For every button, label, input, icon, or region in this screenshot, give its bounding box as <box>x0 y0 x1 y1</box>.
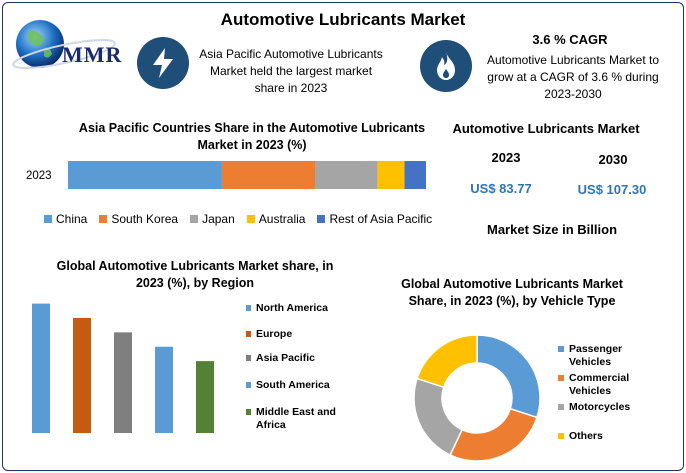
region-bar-europe <box>73 317 91 433</box>
legend-label: Passenger Vehicles <box>569 343 623 368</box>
vehicle-legend-item-commercial-vehicles: Commercial Vehicles <box>558 372 658 398</box>
asia-pacific-legend: China South Korea Japan Australia Rest of As… <box>44 212 432 226</box>
region-bar-asia-pacific <box>114 332 132 433</box>
legend-label: Asia Pacific <box>256 352 315 364</box>
legend-label: South America <box>256 379 330 391</box>
cagr-text: Automotive Lubricants Market to grow at … <box>486 53 660 101</box>
legend-label: Rest of Asia Pacific <box>329 212 433 226</box>
legend-swatch <box>99 215 108 223</box>
legend-label: Commercial Vehicles <box>569 372 630 397</box>
legend-label: China <box>56 212 88 226</box>
region-legend-item-asia-pacific: Asia Pacific <box>246 352 356 365</box>
region-legend-item-europe: Europe <box>246 328 356 341</box>
donut-slice-passenger-vehicles <box>476 334 541 419</box>
region-legend-item-middle-east-and-africa: Middle East and Africa <box>246 406 356 432</box>
legend-label: Middle East and Africa <box>256 406 336 431</box>
region-chart-title: Global Automotive Lubricants Market shar… <box>56 259 334 290</box>
donut-slice-commercial-vehicles <box>449 407 538 462</box>
lightning-icon <box>137 37 189 89</box>
legend-label: Australia <box>258 212 306 226</box>
vehicle-chart-title: Global Automotive Lubricants Market Shar… <box>401 277 623 308</box>
stacked-segment-south-korea <box>221 161 316 189</box>
legend-label: Motorcycles <box>569 401 631 413</box>
asia-pacific-stacked-bar-chart <box>68 161 426 189</box>
legend-item-china: China <box>44 212 87 226</box>
legend-swatch <box>190 215 199 223</box>
legend-label: North America <box>256 302 328 314</box>
legend-label: Europe <box>256 328 293 340</box>
legend-swatch <box>246 305 251 311</box>
legend-item-rest-of-asia-pacific: Rest of Asia Pacific <box>317 212 432 226</box>
legend-label: South Korea <box>111 212 179 226</box>
legend-label: Others <box>569 430 603 442</box>
vehicle-legend-item-motorcycles: Motorcycles <box>558 401 658 414</box>
market-value-2030: US$ 107.30 <box>577 182 647 197</box>
flame-icon <box>420 40 472 92</box>
market-size-caption: Market Size in Billion <box>486 222 618 237</box>
legend-swatch <box>246 409 251 415</box>
stacked-segment-japan <box>315 161 378 189</box>
vehicle-legend-item-passenger-vehicles: Passenger Vehicles <box>558 343 658 369</box>
region-bar-south-america <box>155 346 173 433</box>
stacked-segment-china <box>68 161 222 189</box>
legend-label: Japan <box>202 212 235 226</box>
donut-slice-motorcycles <box>413 377 464 457</box>
market-value-2023: US$ 83.77 <box>470 181 532 196</box>
region-bar-north-america <box>32 303 50 433</box>
region-bar-chart <box>32 303 214 433</box>
stacked-segment-rest-of-asia-pacific <box>404 161 426 189</box>
market-size-title: Automotive Lubricants Market <box>452 121 640 136</box>
legend-swatch <box>558 346 564 352</box>
asia-pacific-chart-title: Asia Pacific Countries Share in the Auto… <box>78 121 426 152</box>
legend-item-japan: Japan <box>190 212 235 226</box>
legend-swatch <box>558 433 564 439</box>
legend-swatch <box>317 215 326 223</box>
market-year-2030: 2030 <box>598 152 628 167</box>
donut-slice-others <box>416 334 478 389</box>
legend-swatch <box>246 331 251 337</box>
stacked-bar-category-label: 2023 <box>26 170 52 182</box>
page-title: Automotive Lubricants Market <box>220 10 466 29</box>
legend-item-south-korea: South Korea <box>99 212 178 226</box>
logo-text: MMR <box>62 42 123 67</box>
legend-swatch <box>44 215 52 223</box>
region-legend-item-south-america: South America <box>246 379 356 392</box>
mmr-globe-logo <box>12 20 116 69</box>
stacked-segment-australia <box>377 161 405 189</box>
asia-pacific-highlight-text: Asia Pacific Automotive Lubricants Marke… <box>199 47 383 95</box>
market-year-2023: 2023 <box>491 150 521 165</box>
legend-swatch <box>558 404 564 410</box>
legend-swatch <box>246 355 251 361</box>
legend-swatch <box>246 215 255 223</box>
legend-swatch <box>558 375 564 381</box>
vehicle-donut-chart <box>413 334 541 462</box>
vehicle-legend-item-others: Others <box>558 430 658 443</box>
legend-swatch <box>246 382 251 388</box>
cagr-title: 3.6 % CAGR <box>532 32 608 47</box>
region-legend-item-north-america: North America <box>246 302 356 315</box>
legend-item-australia: Australia <box>246 212 306 226</box>
region-bar-middle-east-and-africa <box>196 361 214 433</box>
